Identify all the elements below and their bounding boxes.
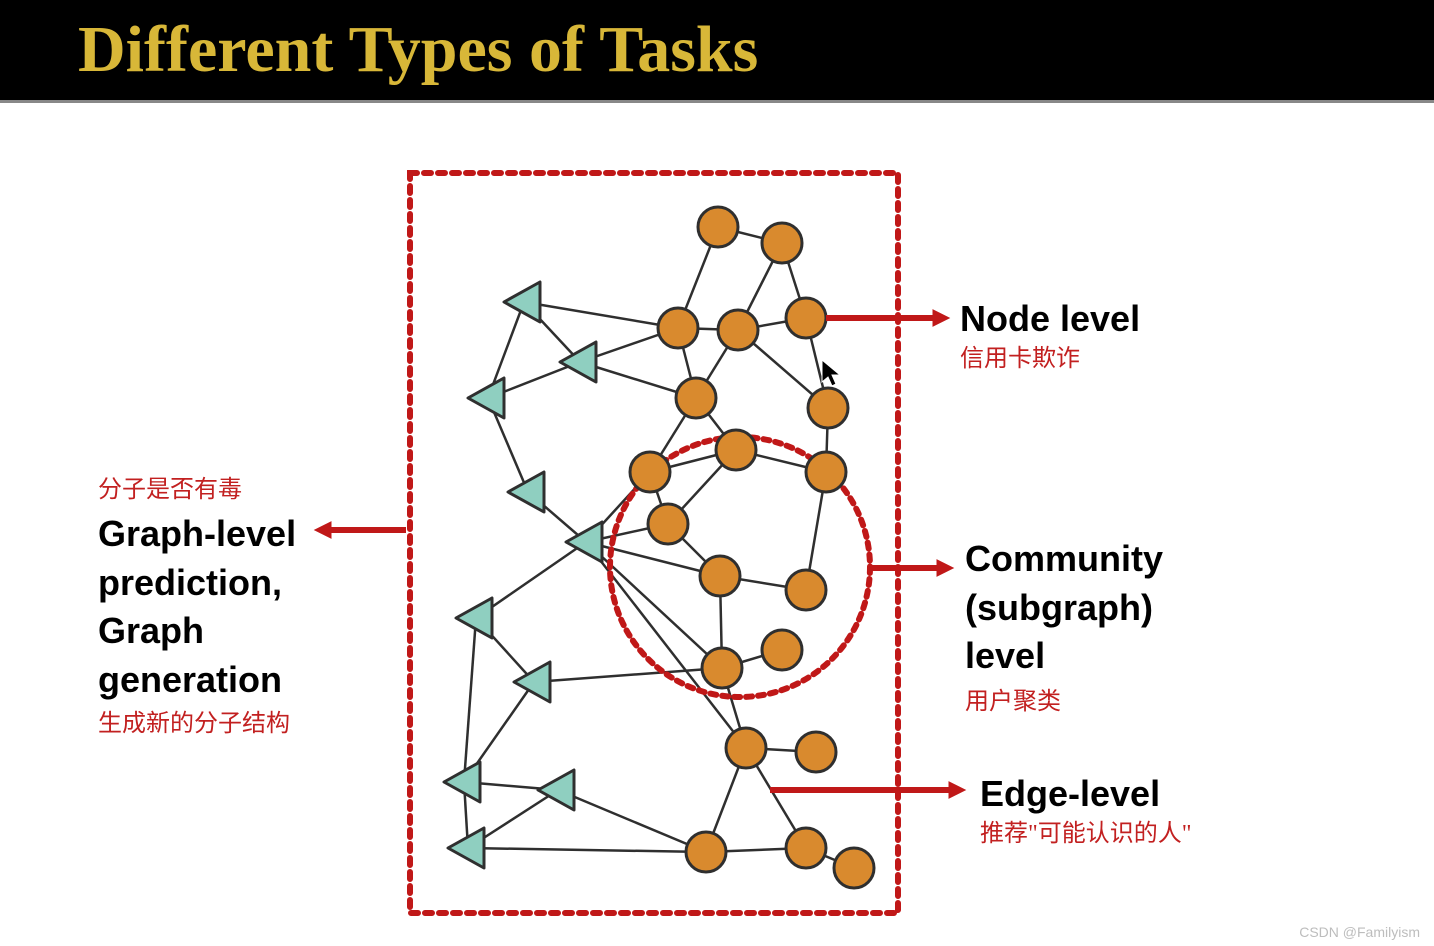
graph-node-circle: [630, 452, 670, 492]
label-edge-level-note: 推荐"可能认识的人": [980, 819, 1192, 850]
label-graph-level-title: Graph-level prediction, Graph generation: [98, 510, 328, 704]
graph-node-circle: [796, 732, 836, 772]
label-graph-level: 分子是否有毒 Graph-level prediction, Graph gen…: [98, 475, 328, 740]
watermark: CSDN @Familyism: [1299, 924, 1420, 940]
graph-edge: [558, 790, 706, 852]
label-community-level-note: 用户聚类: [965, 687, 1225, 718]
graph-node-circle: [702, 648, 742, 688]
graph-node-circle: [786, 828, 826, 868]
graph-edge: [468, 848, 706, 852]
graph-node-circle: [700, 556, 740, 596]
circle-nodes-group: [630, 207, 874, 888]
graph-node-triangle: [444, 762, 480, 802]
graph-node-circle: [808, 388, 848, 428]
triangle-nodes-group: [444, 282, 602, 868]
graph-node-circle: [834, 848, 874, 888]
graph-node-triangle: [514, 662, 550, 702]
label-graph-level-note-below: 生成新的分子结构: [98, 709, 328, 740]
graph-node-circle: [762, 630, 802, 670]
graph-node-circle: [718, 310, 758, 350]
graph-node-circle: [806, 452, 846, 492]
graph-edge: [524, 302, 678, 328]
graph-node-circle: [676, 378, 716, 418]
graph-node-triangle: [538, 770, 574, 810]
label-edge-level: Edge-level 推荐"可能认识的人": [980, 770, 1192, 850]
label-community-level: Community (subgraph) level 用户聚类: [965, 535, 1225, 718]
label-edge-level-title: Edge-level: [980, 770, 1192, 819]
label-node-level: Node level 信用卡欺诈: [960, 295, 1140, 375]
label-node-level-title: Node level: [960, 295, 1140, 344]
label-node-level-note: 信用卡欺诈: [960, 344, 1140, 375]
graph-node-triangle: [468, 378, 504, 418]
graph-node-circle: [698, 207, 738, 247]
graph-node-triangle: [508, 472, 544, 512]
graph-node-circle: [716, 430, 756, 470]
graph-node-triangle: [504, 282, 540, 322]
graph-node-circle: [686, 832, 726, 872]
graph-edge: [586, 542, 722, 668]
graph-diagram: [0, 0, 1434, 946]
label-arrows-group: [320, 318, 960, 790]
label-graph-level-note-above: 分子是否有毒: [98, 475, 328, 506]
graph-node-circle: [658, 308, 698, 348]
graph-node-circle: [786, 570, 826, 610]
graph-node-circle: [762, 223, 802, 263]
graph-node-circle: [648, 504, 688, 544]
graph-node-circle: [786, 298, 826, 338]
graph-bounding-box: [410, 173, 898, 913]
label-community-level-title: Community (subgraph) level: [965, 535, 1225, 681]
graph-node-circle: [726, 728, 766, 768]
graph-edge: [464, 618, 476, 782]
